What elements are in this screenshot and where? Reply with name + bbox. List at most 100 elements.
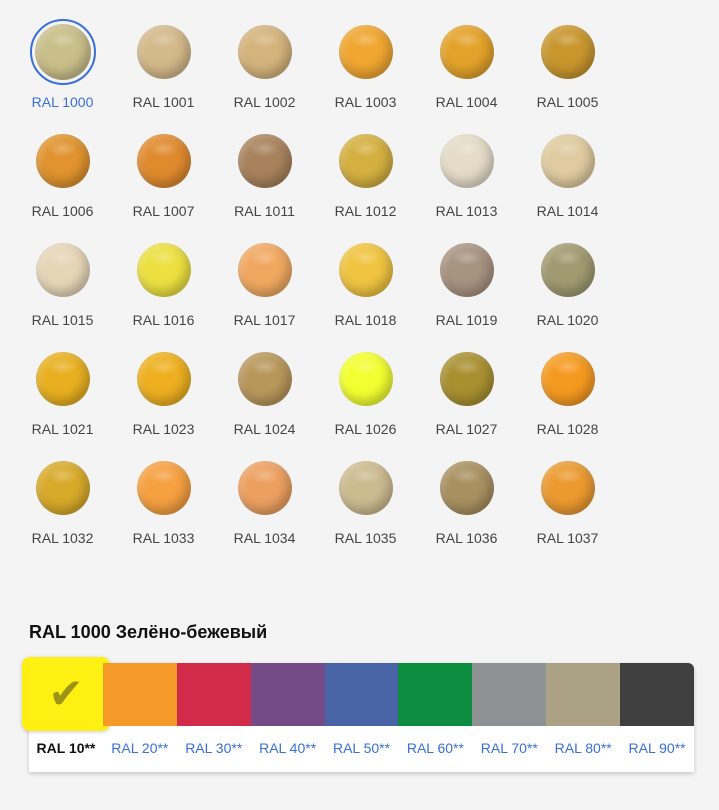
color-swatch-item[interactable]: RAL 1028 (517, 349, 618, 441)
color-ball (538, 458, 598, 518)
palette-tab[interactable]: RAL 70** (472, 663, 547, 772)
palette-tab[interactable]: RAL 80** (546, 663, 621, 772)
palette-swatch (472, 663, 547, 726)
palette-tab[interactable]: ✔ RAL 10** (22, 657, 110, 772)
color-label: RAL 1005 (536, 94, 599, 110)
color-label: RAL 1018 (334, 312, 397, 328)
palette-swatch: ✔ (22, 657, 110, 731)
palette-tab[interactable]: RAL 90** (620, 663, 695, 772)
color-swatch-item[interactable]: RAL 1007 (113, 131, 214, 223)
color-label: RAL 1012 (334, 203, 397, 219)
color-label: RAL 1002 (233, 94, 296, 110)
color-swatch-item[interactable]: RAL 1003 (315, 22, 416, 114)
palette-label: RAL 70** (480, 740, 538, 756)
color-ball (437, 131, 497, 191)
palette-label: RAL 90** (628, 740, 686, 756)
selected-color-title: RAL 1000 Зелёно-бежевый (29, 622, 268, 642)
color-swatch-item[interactable]: RAL 1005 (517, 22, 618, 114)
color-label: RAL 1037 (536, 530, 599, 546)
color-ball (437, 240, 497, 300)
color-ball (134, 22, 194, 82)
palette-label: RAL 20** (111, 740, 169, 756)
color-swatch-item[interactable]: RAL 1023 (113, 349, 214, 441)
color-label: RAL 1017 (233, 312, 296, 328)
color-label: RAL 1014 (536, 203, 599, 219)
color-swatch-item[interactable]: RAL 1014 (517, 131, 618, 223)
color-label: RAL 1019 (435, 312, 498, 328)
palette-tab[interactable]: RAL 50** (324, 663, 399, 772)
color-swatch-item[interactable]: RAL 1017 (214, 240, 315, 332)
color-ball (134, 131, 194, 191)
palette-label: RAL 10** (36, 740, 96, 756)
color-swatch-item[interactable]: RAL 1037 (517, 458, 618, 550)
color-label: RAL 1000 (31, 94, 94, 110)
color-swatch-item[interactable]: RAL 1018 (315, 240, 416, 332)
color-swatch-item[interactable]: RAL 1006 (12, 131, 113, 223)
color-ball (235, 22, 295, 82)
palette-tab[interactable]: RAL 30** (176, 663, 251, 772)
palette-swatch (398, 663, 473, 726)
color-swatch-item[interactable]: RAL 1035 (315, 458, 416, 550)
color-label: RAL 1026 (334, 421, 397, 437)
palette-swatch (102, 663, 177, 726)
color-swatch-item[interactable]: RAL 1004 (416, 22, 517, 114)
color-swatch-item[interactable]: RAL 1016 (113, 240, 214, 332)
palette-swatch (176, 663, 251, 726)
color-label: RAL 1021 (31, 421, 94, 437)
palette-label: RAL 80** (554, 740, 612, 756)
color-ball (336, 131, 396, 191)
color-swatch-item[interactable]: RAL 1020 (517, 240, 618, 332)
color-ball (235, 131, 295, 191)
color-ball (134, 240, 194, 300)
color-label: RAL 1006 (31, 203, 94, 219)
color-ball (33, 131, 93, 191)
color-swatch-item[interactable]: RAL 1027 (416, 349, 517, 441)
color-ball (538, 22, 598, 82)
check-icon: ✔ (48, 670, 84, 717)
palette-swatch (324, 663, 399, 726)
color-ball (235, 458, 295, 518)
color-label: RAL 1001 (132, 94, 195, 110)
color-swatch-item[interactable]: RAL 1033 (113, 458, 214, 550)
color-ball (437, 22, 497, 82)
color-ball (538, 240, 598, 300)
color-label: RAL 1020 (536, 312, 599, 328)
color-swatch-item[interactable]: RAL 1011 (214, 131, 315, 223)
color-ball (134, 458, 194, 518)
color-swatch-item[interactable]: RAL 1032 (12, 458, 113, 550)
color-swatch-item[interactable]: RAL 1015 (12, 240, 113, 332)
palette-tab[interactable]: RAL 20** (102, 663, 177, 772)
color-swatch-item[interactable]: RAL 1026 (315, 349, 416, 441)
palette-tab[interactable]: RAL 60** (398, 663, 473, 772)
color-label: RAL 1003 (334, 94, 397, 110)
color-swatch-item[interactable]: RAL 1013 (416, 131, 517, 223)
color-ball (538, 131, 598, 191)
palette-label: RAL 60** (406, 740, 464, 756)
color-label: RAL 1027 (435, 421, 498, 437)
color-swatch-item[interactable]: RAL 1012 (315, 131, 416, 223)
color-label: RAL 1033 (132, 530, 195, 546)
color-ball (336, 240, 396, 300)
color-label: RAL 1034 (233, 530, 296, 546)
color-ball (235, 240, 295, 300)
color-label: RAL 1004 (435, 94, 498, 110)
color-label: RAL 1023 (132, 421, 195, 437)
color-ball (33, 349, 93, 409)
color-swatch-item[interactable]: RAL 1036 (416, 458, 517, 550)
color-label: RAL 1007 (132, 203, 195, 219)
palette-tab[interactable]: RAL 40** (250, 663, 325, 772)
color-ball (336, 349, 396, 409)
color-swatch-item[interactable]: RAL 1021 (12, 349, 113, 441)
color-label: RAL 1035 (334, 530, 397, 546)
color-swatch-item[interactable]: RAL 1001 (113, 22, 214, 114)
color-label: RAL 1011 (234, 203, 295, 219)
color-swatch-item[interactable]: RAL 1002 (214, 22, 315, 114)
color-ball (538, 349, 598, 409)
color-swatch-item[interactable]: RAL 1034 (214, 458, 315, 550)
color-label: RAL 1016 (132, 312, 195, 328)
color-grid: RAL 1000 RAL 1001 RAL 1002 RAL 1003 RAL 1004… (12, 19, 632, 550)
color-swatch-item[interactable]: RAL 1000 (12, 19, 113, 114)
color-ball (33, 458, 93, 518)
color-swatch-item[interactable]: RAL 1019 (416, 240, 517, 332)
color-swatch-item[interactable]: RAL 1024 (214, 349, 315, 441)
